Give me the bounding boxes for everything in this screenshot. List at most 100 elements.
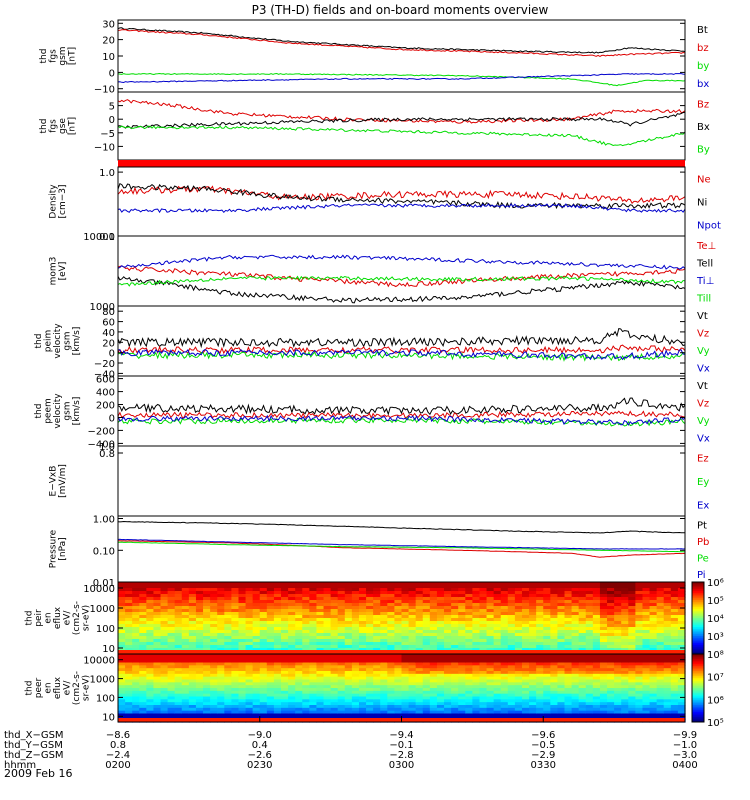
heatmap-cell (295, 585, 303, 589)
heatmap-cell (259, 612, 268, 616)
heatmap-cell (607, 618, 615, 622)
heatmap-cell (309, 710, 318, 715)
heatmap-cell (663, 693, 672, 698)
heatmap-cell (394, 659, 403, 664)
heatmap-cell (281, 682, 289, 686)
ytick-label: 200 (96, 401, 115, 412)
heatmap-cell (500, 662, 509, 666)
heatmap-cell (436, 662, 445, 666)
heatmap-cell (181, 594, 190, 598)
ytick-label: 0 (109, 349, 115, 360)
heatmap-cell (351, 633, 360, 637)
heatmap-cell (146, 682, 155, 686)
heatmap-cell (578, 582, 587, 586)
heatmap-cell (670, 648, 679, 652)
heatmap-cell (458, 676, 466, 681)
heatmap-cell (132, 621, 140, 625)
heatmap-cell (451, 671, 459, 675)
heatmap-cell (337, 713, 346, 717)
heatmap-cell (195, 713, 204, 717)
heatmap-cell (323, 671, 332, 675)
heatmap-cell (571, 645, 580, 649)
heatmap-cell (507, 630, 516, 634)
heatmap-cell (507, 615, 516, 619)
heatmap-cell (451, 688, 459, 692)
heatmap-cell (295, 621, 303, 625)
heatmap-cell (444, 624, 452, 628)
heatmap-cell (160, 636, 169, 640)
heatmap-cell (139, 690, 147, 695)
heatmap-cell (649, 612, 658, 616)
heatmap-cell (366, 696, 374, 700)
heatmap-cell (351, 673, 360, 678)
heatmap-cell (245, 682, 254, 686)
colorbar-swatch (692, 686, 704, 689)
heatmap-cell (401, 665, 410, 669)
heatmap-cell (415, 656, 424, 661)
heatmap-cell (160, 659, 169, 664)
heatmap-cell (174, 615, 183, 619)
heatmap-cell (444, 713, 452, 717)
xaxis-value: 0400 (672, 760, 697, 771)
ylabel-line: peim (44, 330, 54, 353)
heatmap-cell (472, 671, 481, 675)
heatmap-cell (550, 633, 559, 637)
heatmap-cell (635, 696, 644, 700)
ylabel-line: eflux (53, 676, 63, 699)
heatmap-cell (585, 707, 594, 712)
heatmap-cell (564, 696, 573, 700)
heatmap-cell (295, 702, 303, 706)
heatmap-cell (231, 659, 240, 664)
heatmap-cell (125, 656, 133, 661)
heatmap-cell (670, 710, 679, 715)
heatmap-cell (295, 648, 303, 652)
heatmap-cell (401, 668, 410, 672)
ytick-label: 30 (102, 19, 115, 30)
heatmap-cell (500, 633, 509, 637)
heatmap-cell (387, 679, 396, 683)
heatmap-cell (543, 594, 551, 598)
colorbar-swatch (692, 688, 704, 691)
heatmap-cell (125, 713, 133, 717)
heatmap-cell (422, 705, 431, 709)
heatmap-cell (465, 633, 473, 637)
heatmap-cell (344, 690, 353, 695)
heatmap-cell (266, 654, 275, 658)
heatmap-cell (500, 682, 509, 686)
heatmap-cell (351, 645, 360, 649)
heatmap-cell (458, 690, 466, 695)
heatmap-cell (295, 603, 303, 607)
heatmap-cell (628, 624, 636, 628)
heatmap-cell (536, 696, 544, 700)
heatmap-cell (486, 705, 495, 709)
heatmap-cell (203, 618, 211, 622)
heatmap-cell (380, 615, 388, 619)
colorbar-swatch (692, 711, 704, 714)
heatmap-cell (401, 682, 410, 686)
heatmap-cell (599, 600, 608, 604)
heatmap-cell (387, 582, 396, 586)
heatmap-cell (167, 705, 176, 709)
heatmap-cell (493, 665, 502, 669)
ylabel-line: E−VxB (48, 466, 58, 497)
heatmap-cell (139, 693, 147, 698)
heatmap-cell (373, 679, 381, 683)
colorbar-swatch (692, 589, 704, 592)
heatmap-cell (614, 705, 622, 709)
heatmap-cell (125, 702, 133, 706)
heatmap-cell (451, 690, 459, 695)
heatmap-cell (266, 645, 275, 649)
heatmap-cell (415, 624, 424, 628)
heatmap-cell (642, 710, 651, 715)
heatmap-cell (514, 594, 523, 598)
heatmap-cell (529, 642, 537, 646)
heatmap-cell (351, 690, 360, 695)
heatmap-cell (366, 627, 374, 631)
heatmap-cell (259, 665, 268, 669)
heatmap-cell (181, 621, 190, 625)
heatmap-cell (132, 654, 140, 658)
heatmap-cell (273, 588, 282, 592)
heatmap-cell (479, 662, 488, 666)
colorbar-swatch (692, 596, 704, 599)
heatmap-cell (231, 642, 240, 646)
